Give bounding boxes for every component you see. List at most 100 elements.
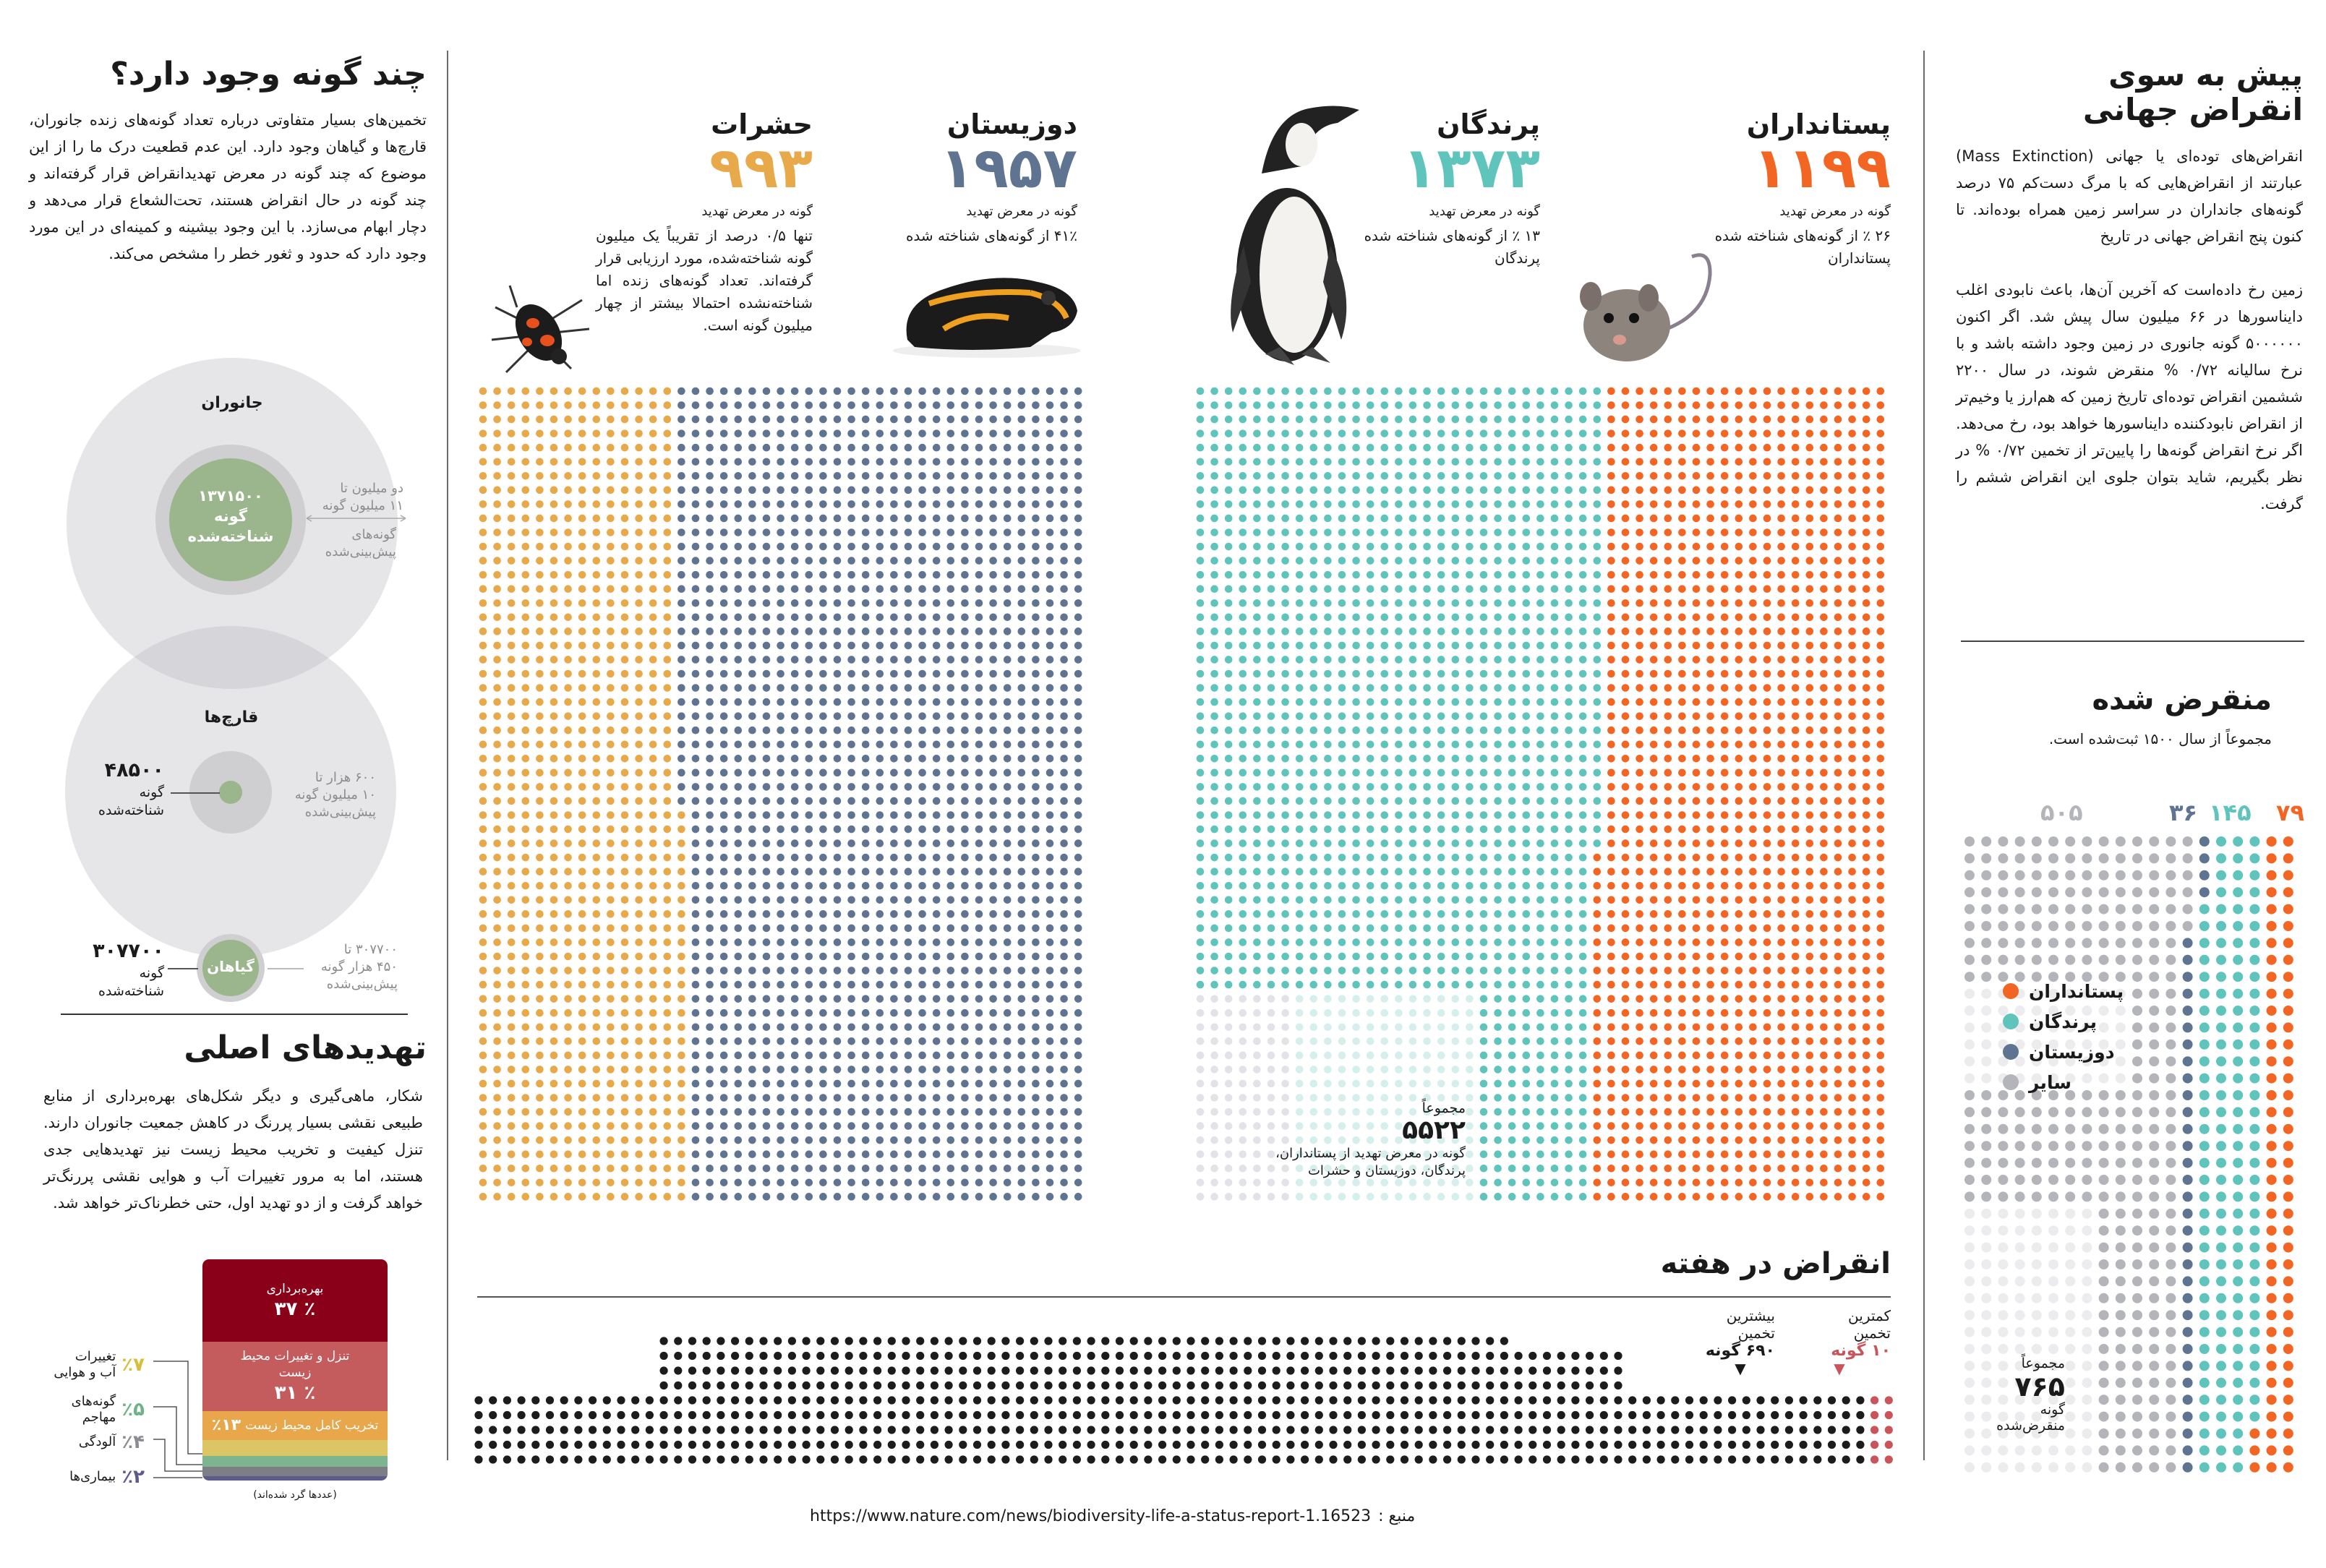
dot-amphibians: [861, 1193, 870, 1201]
dot-amphibians: [734, 938, 743, 946]
dot-insects: [677, 1193, 685, 1201]
dot-amphibians: [777, 669, 784, 678]
dot-mammals: [1621, 698, 1630, 706]
dot-mammals: [1763, 967, 1771, 974]
dot-amphibians: [719, 967, 728, 974]
dot-amphibians: [691, 712, 700, 720]
dot-mammals: [1636, 514, 1643, 523]
dot-birds: [1593, 429, 1602, 437]
dot-birds: [1536, 867, 1544, 875]
dot-mammals: [1735, 881, 1743, 890]
dot-amphibians: [918, 797, 926, 805]
dot-amphibians: [989, 669, 997, 678]
dot-insects: [550, 557, 558, 565]
dot-insects: [592, 557, 601, 565]
dot-birds: [1324, 967, 1332, 974]
dot-mammals: [1735, 387, 1743, 395]
dot-mammals: [1692, 557, 1701, 565]
dot-mammals: [1763, 1122, 1771, 1130]
dot-birds: [1423, 641, 1431, 650]
dot-mammals: [1862, 514, 1870, 523]
dot-mammals: [1678, 669, 1686, 678]
dot-insects: [607, 1066, 615, 1074]
dot-mammals: [1805, 1079, 1814, 1088]
dot-mammals: [1876, 486, 1885, 494]
dot-amphibians: [1003, 1008, 1012, 1017]
dot-birds: [1508, 726, 1516, 734]
dot-amphibians: [833, 967, 842, 974]
dot-insects: [521, 910, 530, 918]
dot-amphibians: [918, 570, 926, 579]
dot-amphibians: [1032, 585, 1040, 593]
dot-amphibians: [719, 585, 728, 593]
dot-mammals: [1621, 486, 1630, 494]
dot-amphibians: [1003, 1108, 1012, 1116]
dot-mammals: [1636, 1094, 1643, 1102]
dot-amphibians: [975, 1136, 983, 1144]
dot-insects: [649, 656, 657, 664]
dot-insects: [564, 1164, 572, 1173]
dot-birds: [1395, 458, 1403, 466]
dot-insects: [649, 768, 657, 777]
dot-birds: [1295, 486, 1304, 494]
dot-birds: [1281, 656, 1289, 664]
dot-amphibians: [1003, 656, 1012, 664]
dot-birds: [1395, 712, 1403, 720]
dot-amphibians: [777, 783, 784, 791]
dot-birds: [1352, 980, 1360, 989]
dot-mammals: [1735, 656, 1743, 664]
dot-birds: [1423, 514, 1431, 523]
dot-mammals: [1749, 500, 1757, 508]
dot-birds: [1437, 967, 1445, 974]
dot-mammals: [1636, 712, 1643, 720]
dot-mammals: [1664, 1164, 1672, 1173]
dot-mammals: [1621, 910, 1630, 918]
dot-birds: [1239, 712, 1247, 720]
dot-birds: [1239, 839, 1247, 847]
dot-mammals: [1805, 514, 1814, 523]
dot-birds: [1324, 797, 1332, 805]
dot-mammals: [1664, 1122, 1672, 1130]
dot-birds: [1324, 669, 1332, 678]
dot-amphibians: [861, 656, 870, 664]
dot-mammals: [1848, 585, 1856, 593]
dot-birds: [1494, 500, 1502, 508]
dot-mammals: [1862, 1164, 1870, 1173]
dot-amphibians: [819, 401, 827, 409]
dot-amphibians: [734, 825, 743, 834]
dot-insects: [493, 472, 501, 480]
dot-amphibians: [777, 853, 784, 862]
dot-amphibians: [1074, 570, 1082, 579]
dot-mammals: [1805, 952, 1814, 961]
dot-mammals: [1678, 980, 1686, 989]
dot-insects: [493, 740, 501, 749]
dot-amphibians: [762, 1037, 771, 1045]
dot-birds: [1395, 656, 1403, 664]
dot-mammals: [1678, 1037, 1686, 1045]
dot-insects: [578, 684, 586, 692]
dot-amphibians: [833, 1150, 842, 1158]
dot-amphibians: [719, 1122, 728, 1130]
dot-insects: [536, 896, 544, 904]
dot-insects: [635, 740, 643, 749]
dot-mammals: [1805, 570, 1814, 579]
dot-amphibians: [847, 528, 855, 536]
dot-mammals: [1678, 458, 1686, 466]
dot-insects: [592, 542, 601, 551]
dot-insects: [663, 1008, 672, 1017]
dot-mammals: [1735, 1008, 1743, 1017]
dot-birds: [1522, 500, 1531, 508]
dot-insects: [479, 1066, 487, 1074]
dot-insects: [521, 684, 530, 692]
dot-amphibians: [1060, 1051, 1068, 1060]
dot-insects: [677, 1037, 685, 1045]
dot-mammals: [1649, 1023, 1658, 1032]
dot-amphibians: [748, 1023, 756, 1032]
dot-mammals: [1692, 542, 1701, 551]
dot-insects: [649, 1037, 657, 1045]
dot-amphibians: [719, 500, 728, 508]
dot-insects: [620, 980, 629, 989]
dot-mammals: [1649, 443, 1658, 452]
dot-birds: [1380, 656, 1389, 664]
dot-insects: [507, 811, 516, 819]
